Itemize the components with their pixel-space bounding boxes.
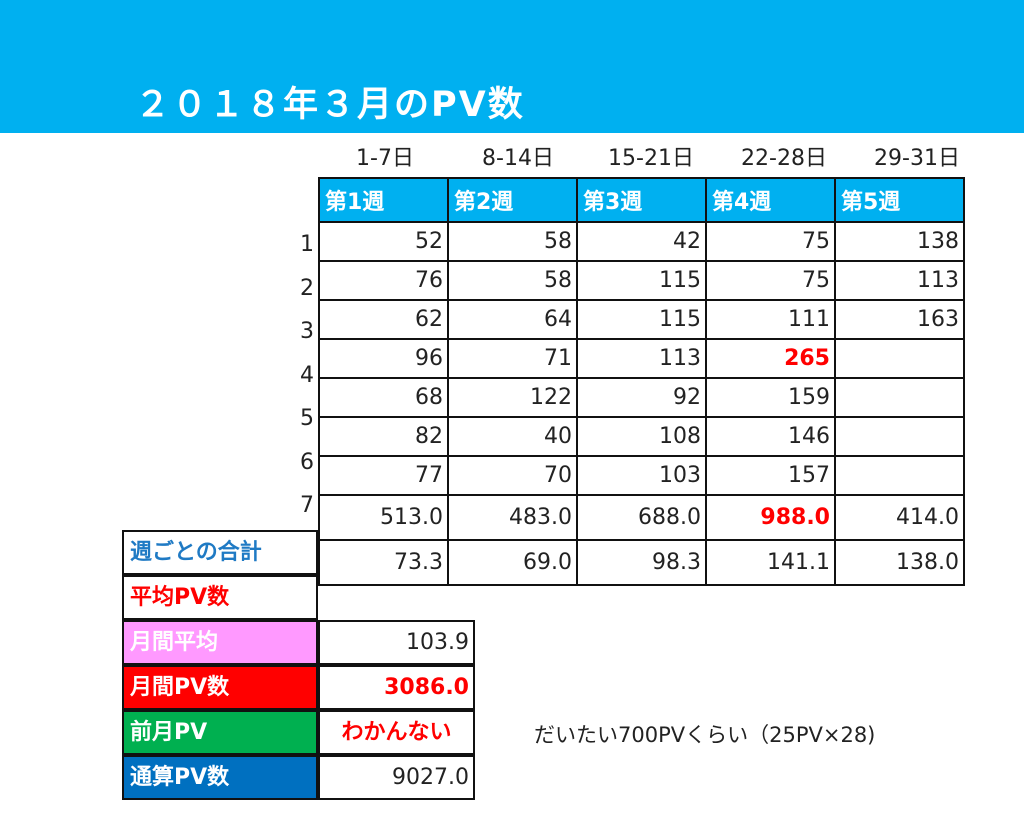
table-cell-empty: [834, 377, 965, 418]
table-cell: 414.0: [834, 494, 965, 541]
table-cell: 58: [447, 221, 578, 262]
table-row: 52 58 42 75 138: [318, 221, 965, 262]
table-cell: 62: [318, 299, 449, 340]
table-cell: 40: [447, 416, 578, 457]
row-number-2: 2: [300, 276, 314, 301]
table-cell: 122: [447, 377, 578, 418]
table-cell: 71: [447, 338, 578, 379]
table-cell: 115: [576, 299, 707, 340]
monthly-pv-label: 月間PV数: [122, 665, 318, 710]
table-cell-highlight: 988.0: [705, 494, 836, 541]
table-cell: 75: [705, 221, 836, 262]
title-banner: [0, 0, 1024, 133]
row-number-7: 7: [300, 493, 314, 518]
table-cell: 113: [834, 260, 965, 301]
table-cell: 688.0: [576, 494, 707, 541]
table-cell: 115: [576, 260, 707, 301]
week-header: 第5週: [834, 177, 965, 223]
average-row: 73.3 69.0 98.3 141.1 138.0: [318, 539, 965, 586]
table-cell: 146: [705, 416, 836, 457]
estimate-note: だいたい700PVくらい（25PV×28): [534, 723, 876, 747]
table-row: 96 71 113 265: [318, 338, 965, 379]
table-cell: 76: [318, 260, 449, 301]
prev-month-value: わかんない: [318, 710, 475, 755]
table-row: 76 58 115 75 113: [318, 260, 965, 301]
row-number-5: 5: [300, 406, 314, 431]
table-cell: 138: [834, 221, 965, 262]
row-number-6: 6: [300, 450, 314, 475]
table-cell: 77: [318, 455, 449, 496]
table-cell: 138.0: [834, 539, 965, 586]
row-number-1: 1: [300, 232, 314, 257]
table-cell: 483.0: [447, 494, 578, 541]
table-cell: 163: [834, 299, 965, 340]
table-cell: 103: [576, 455, 707, 496]
week-header: 第4週: [705, 177, 836, 223]
date-range-3: 15-21日: [608, 146, 694, 171]
week-header: 第1週: [318, 177, 449, 223]
table-cell: 58: [447, 260, 578, 301]
monthly-average-value: 103.9: [318, 620, 475, 665]
row-number-4: 4: [300, 363, 314, 388]
table-row: 62 64 115 111 163: [318, 299, 965, 340]
week-header: 第3週: [576, 177, 707, 223]
table-cell: 68: [318, 377, 449, 418]
table-cell: 108: [576, 416, 707, 457]
table-cell: 64: [447, 299, 578, 340]
table-row: 68 122 92 159: [318, 377, 965, 418]
date-range-2: 8-14日: [482, 146, 554, 171]
table-cell-highlight: 265: [705, 338, 836, 379]
table-cell: 73.3: [318, 539, 449, 586]
table-row: 82 40 108 146: [318, 416, 965, 457]
table-header-row: 第1週 第2週 第3週 第4週 第5週: [318, 177, 965, 223]
cumulative-value: 9027.0: [318, 755, 475, 800]
prev-month-label: 前月PV: [122, 710, 318, 755]
date-range-4: 22-28日: [741, 146, 827, 171]
weekly-total-label: 週ごとの合計: [122, 530, 318, 575]
table-cell-empty: [834, 338, 965, 379]
table-cell-empty: [834, 416, 965, 457]
date-range-1: 1-7日: [356, 146, 414, 171]
date-range-5: 29-31日: [874, 146, 960, 171]
weekly-pv-table: 第1週 第2週 第3週 第4週 第5週 52 58 42 75 138 76 5…: [318, 177, 965, 586]
monthly-pv-value: 3086.0: [318, 665, 475, 710]
page-title: ２０１８年３月のPV数: [135, 85, 525, 125]
table-cell: 98.3: [576, 539, 707, 586]
table-cell: 92: [576, 377, 707, 418]
weekly-total-row: 513.0 483.0 688.0 988.0 414.0: [318, 494, 965, 541]
table-cell-empty: [834, 455, 965, 496]
table-cell: 70: [447, 455, 578, 496]
monthly-average-label: 月間平均: [122, 620, 318, 665]
table-cell: 42: [576, 221, 707, 262]
table-cell: 141.1: [705, 539, 836, 586]
average-label: 平均PV数: [122, 575, 318, 620]
table-cell: 52: [318, 221, 449, 262]
row-number-3: 3: [300, 319, 314, 344]
table-cell: 513.0: [318, 494, 449, 541]
table-cell: 96: [318, 338, 449, 379]
table-cell: 113: [576, 338, 707, 379]
week-header: 第2週: [447, 177, 578, 223]
table-cell: 159: [705, 377, 836, 418]
table-row: 77 70 103 157: [318, 455, 965, 496]
cumulative-label: 通算PV数: [122, 755, 318, 800]
table-cell: 157: [705, 455, 836, 496]
table-cell: 82: [318, 416, 449, 457]
table-cell: 69.0: [447, 539, 578, 586]
table-cell: 111: [705, 299, 836, 340]
table-cell: 75: [705, 260, 836, 301]
